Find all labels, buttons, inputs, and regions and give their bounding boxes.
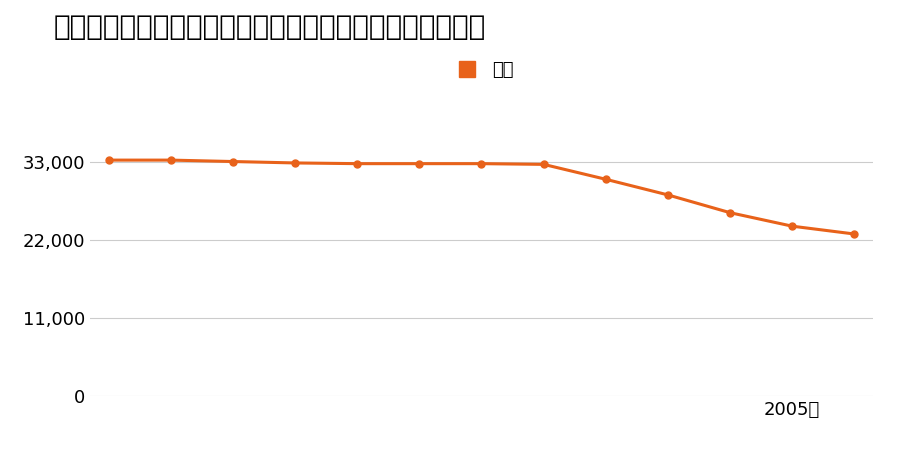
Text: 宮城県宮城郡七ケ浜町東宮浜字要害１６番１５の地価推移: 宮城県宮城郡七ケ浜町東宮浜字要害１６番１５の地価推移: [54, 14, 486, 41]
Legend: 価格: 価格: [442, 54, 521, 86]
